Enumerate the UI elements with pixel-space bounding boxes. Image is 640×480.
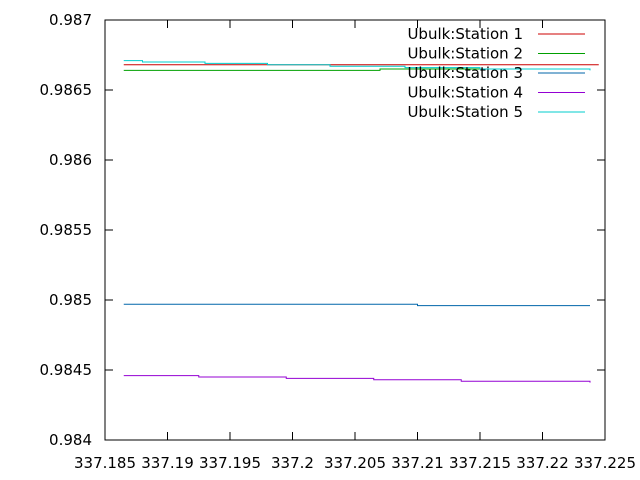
x-tick-label: 337.195 — [199, 454, 261, 472]
plot-frame — [104, 19, 606, 441]
y-tick-label: 0.985 — [49, 291, 92, 309]
y-tick-label: 0.986 — [49, 151, 92, 169]
x-tick-label: 337.185 — [74, 454, 136, 472]
x-tick-label: 337.215 — [449, 454, 511, 472]
x-tick-label: 337.225 — [574, 454, 636, 472]
x-tick-label: 337.205 — [324, 454, 386, 472]
axis-tick-labels: 0.984 0.9845 0.985 0.9855 0.986 0.9865 0.987 33… — [40, 11, 637, 472]
series-lines — [123, 60, 599, 383]
y-tick-label: 0.9845 — [40, 361, 93, 379]
y-tick-label: 0.9855 — [40, 221, 93, 239]
legend-label-station-4: Ubulk:Station 4 — [407, 84, 523, 102]
y-tick-label: 0.987 — [49, 11, 92, 29]
series-line-station-4 — [123, 375, 591, 383]
axis-ticks — [104, 19, 606, 441]
x-tick-label: 337.2 — [271, 454, 314, 472]
x-tick-label: 337.19 — [141, 454, 194, 472]
series-line-station-3 — [123, 303, 590, 307]
x-tick-label: 337.22 — [516, 454, 569, 472]
y-tick-label: 0.9865 — [40, 81, 93, 99]
x-tick-label: 337.21 — [391, 454, 444, 472]
legend-label-station-5: Ubulk:Station 5 — [407, 103, 523, 121]
legend-label-station-2: Ubulk:Station 2 — [407, 45, 523, 63]
y-tick-label: 0.984 — [49, 431, 92, 449]
series-line-station-5 — [123, 60, 591, 71]
legend-label-station-1: Ubulk:Station 1 — [407, 25, 523, 43]
legend-label-station-3: Ubulk:Station 3 — [407, 64, 523, 82]
